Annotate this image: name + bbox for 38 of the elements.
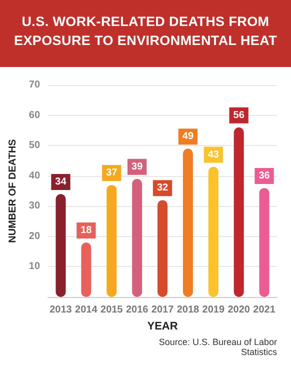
data-label: 49 [182, 131, 194, 142]
data-label: 39 [132, 161, 144, 172]
y-axis-title: NUMBER OF DEATHS [8, 138, 18, 243]
x-tick-label: 2017 [151, 304, 174, 316]
x-tick-label: 2016 [126, 304, 149, 316]
bar [106, 184, 117, 297]
bar [182, 148, 193, 297]
data-label: 43 [208, 149, 220, 160]
data-label: 34 [55, 176, 67, 188]
source-note: Source: U.S. Bureau of Labor Statistics [158, 337, 278, 357]
bar [158, 200, 168, 297]
bar [234, 127, 244, 297]
x-axis-title: YEAR [147, 320, 178, 332]
data-label: 37 [106, 167, 118, 178]
data-label: 56 [233, 110, 245, 121]
x-tick-label: 2015 [100, 304, 124, 316]
data-label: 36 [258, 170, 270, 182]
x-tick-label: 2013 [50, 304, 72, 316]
x-tick-label: 2021 [253, 304, 276, 316]
bar [81, 242, 92, 297]
x-tick-label: 2018 [176, 304, 200, 316]
bar [132, 178, 142, 297]
y-tick-label: 50 [28, 140, 40, 152]
y-tick-label: 30 [28, 200, 40, 212]
data-label: 18 [80, 224, 92, 236]
chart-title: U.S. WORK-RELATED DEATHS FROM EXPOSURE TO ENVIRONMENTAL HEAT [0, 0, 291, 67]
bar [259, 188, 270, 297]
bar [56, 194, 66, 297]
y-tick-label: 40 [28, 170, 40, 182]
x-tick-label: 2019 [202, 304, 225, 316]
y-tick-label: 70 [28, 80, 40, 90]
y-tick-label: 60 [28, 110, 40, 121]
x-tick-label: 2014 [75, 304, 98, 316]
y-tick-label: 20 [28, 230, 40, 242]
x-tick-label: 2020 [228, 304, 250, 316]
y-tick-label: 10 [28, 261, 40, 272]
data-label: 32 [156, 182, 169, 194]
bar [208, 166, 218, 297]
